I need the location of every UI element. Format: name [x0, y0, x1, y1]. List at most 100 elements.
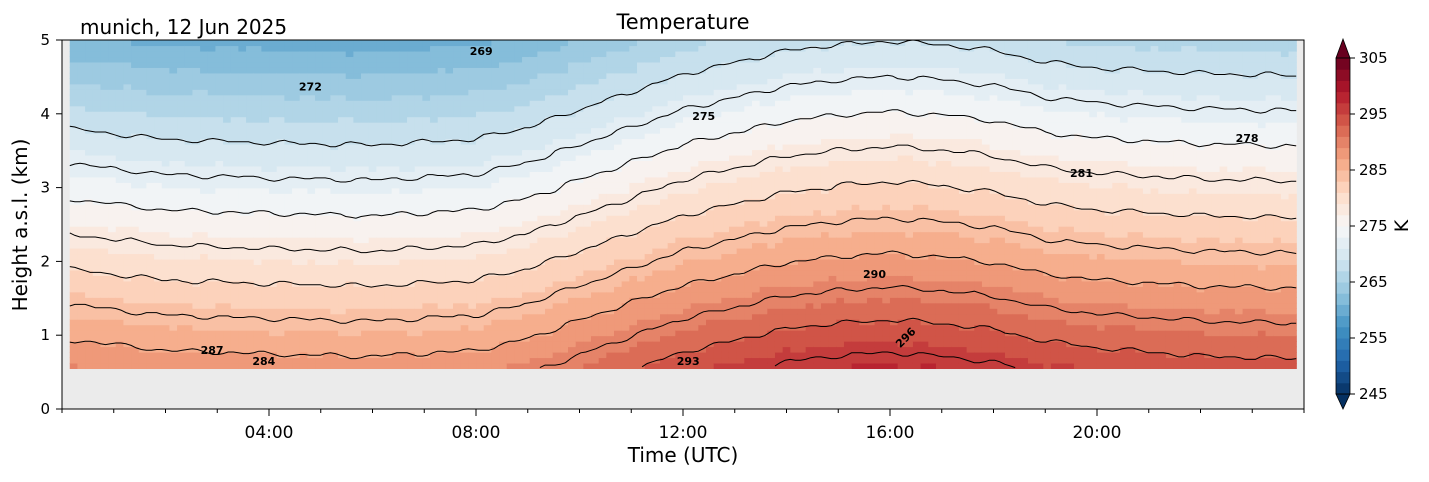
field-cell — [161, 297, 171, 304]
field-cell — [468, 105, 477, 112]
field-cell — [453, 127, 462, 134]
field-cell — [246, 204, 255, 211]
field-cell — [322, 160, 331, 167]
field-cell — [621, 258, 630, 266]
field-cell — [138, 313, 148, 320]
field-cell — [376, 291, 385, 298]
field-cell — [637, 116, 646, 123]
field-cell — [675, 275, 684, 282]
field-cell — [131, 83, 140, 90]
field-cell — [537, 40, 546, 47]
field-cell — [299, 335, 308, 342]
field-cell — [514, 67, 523, 74]
field-cell — [660, 198, 669, 205]
field-cell — [269, 94, 278, 101]
field-cell — [322, 56, 331, 63]
field-cell — [85, 231, 94, 238]
field-cell — [629, 330, 638, 337]
field-cell — [100, 154, 109, 162]
field-cell — [353, 275, 362, 282]
field-cell — [376, 220, 385, 227]
field-cell — [138, 297, 148, 304]
field-cell — [545, 269, 554, 276]
field-cell — [223, 269, 232, 276]
field-cell — [660, 45, 669, 52]
field-cell — [207, 291, 217, 298]
field-cell — [322, 154, 331, 162]
field-cell — [499, 116, 508, 123]
field-cell — [307, 45, 316, 52]
field-cell — [131, 111, 140, 118]
field-cell — [568, 105, 577, 112]
field-cell — [284, 89, 293, 96]
field-cell — [414, 165, 423, 172]
field-cell — [529, 280, 538, 287]
field-cell — [284, 291, 293, 298]
field-cell — [215, 176, 224, 183]
field-cell — [200, 193, 209, 200]
field-cell — [568, 133, 577, 140]
field-cell — [667, 330, 676, 337]
field-cell — [568, 45, 577, 52]
field-cell — [414, 94, 423, 101]
field-cell — [192, 297, 201, 304]
field-cell — [215, 226, 224, 233]
field-cell — [522, 83, 531, 90]
field-cell — [476, 127, 485, 134]
field-cell — [483, 247, 492, 255]
field-cell — [399, 226, 408, 233]
field-cell — [514, 220, 523, 227]
field-cell — [660, 61, 669, 68]
field-cell — [146, 341, 155, 348]
field-cell — [322, 264, 331, 271]
field-cell — [637, 324, 646, 331]
field-cell — [223, 67, 232, 74]
field-cell — [246, 105, 255, 112]
field-cell — [200, 67, 209, 74]
field-cell — [391, 50, 400, 58]
field-cell — [253, 78, 262, 85]
field-cell — [284, 362, 293, 370]
field-cell — [146, 89, 155, 96]
field-cell — [92, 193, 102, 200]
field-cell — [491, 215, 500, 222]
field-cell — [131, 220, 140, 227]
field-cell — [598, 144, 607, 151]
field-cell — [131, 176, 140, 183]
field-cell — [192, 193, 201, 200]
field-cell — [637, 133, 646, 140]
field-cell — [361, 100, 370, 107]
field-cell — [261, 362, 270, 370]
field-cell — [200, 187, 209, 194]
field-cell — [161, 291, 171, 298]
field-cell — [115, 94, 125, 101]
field-cell — [353, 209, 362, 216]
field-cell — [115, 182, 125, 189]
field-cell — [292, 319, 301, 326]
field-cell — [514, 275, 523, 282]
field-cell — [483, 105, 492, 112]
field-cell — [399, 346, 408, 353]
field-cell — [138, 127, 148, 134]
field-cell — [138, 341, 148, 348]
field-cell — [667, 40, 676, 47]
field-cell — [269, 335, 278, 342]
field-cell — [644, 182, 653, 189]
field-cell — [192, 78, 201, 85]
field-cell — [92, 116, 102, 123]
field-cell — [353, 297, 362, 304]
field-cell — [660, 78, 669, 85]
field-cell — [85, 149, 94, 156]
field-cell — [146, 105, 155, 112]
field-cell — [552, 149, 561, 156]
field-cell — [108, 160, 117, 167]
field-cell — [77, 56, 86, 63]
field-cell — [361, 171, 370, 178]
field-cell — [437, 220, 446, 227]
field-cell — [621, 72, 630, 79]
field-cell — [430, 122, 439, 129]
field-cell — [537, 83, 546, 90]
field-cell — [85, 280, 94, 287]
field-cell — [246, 220, 255, 227]
field-cell — [606, 72, 615, 79]
